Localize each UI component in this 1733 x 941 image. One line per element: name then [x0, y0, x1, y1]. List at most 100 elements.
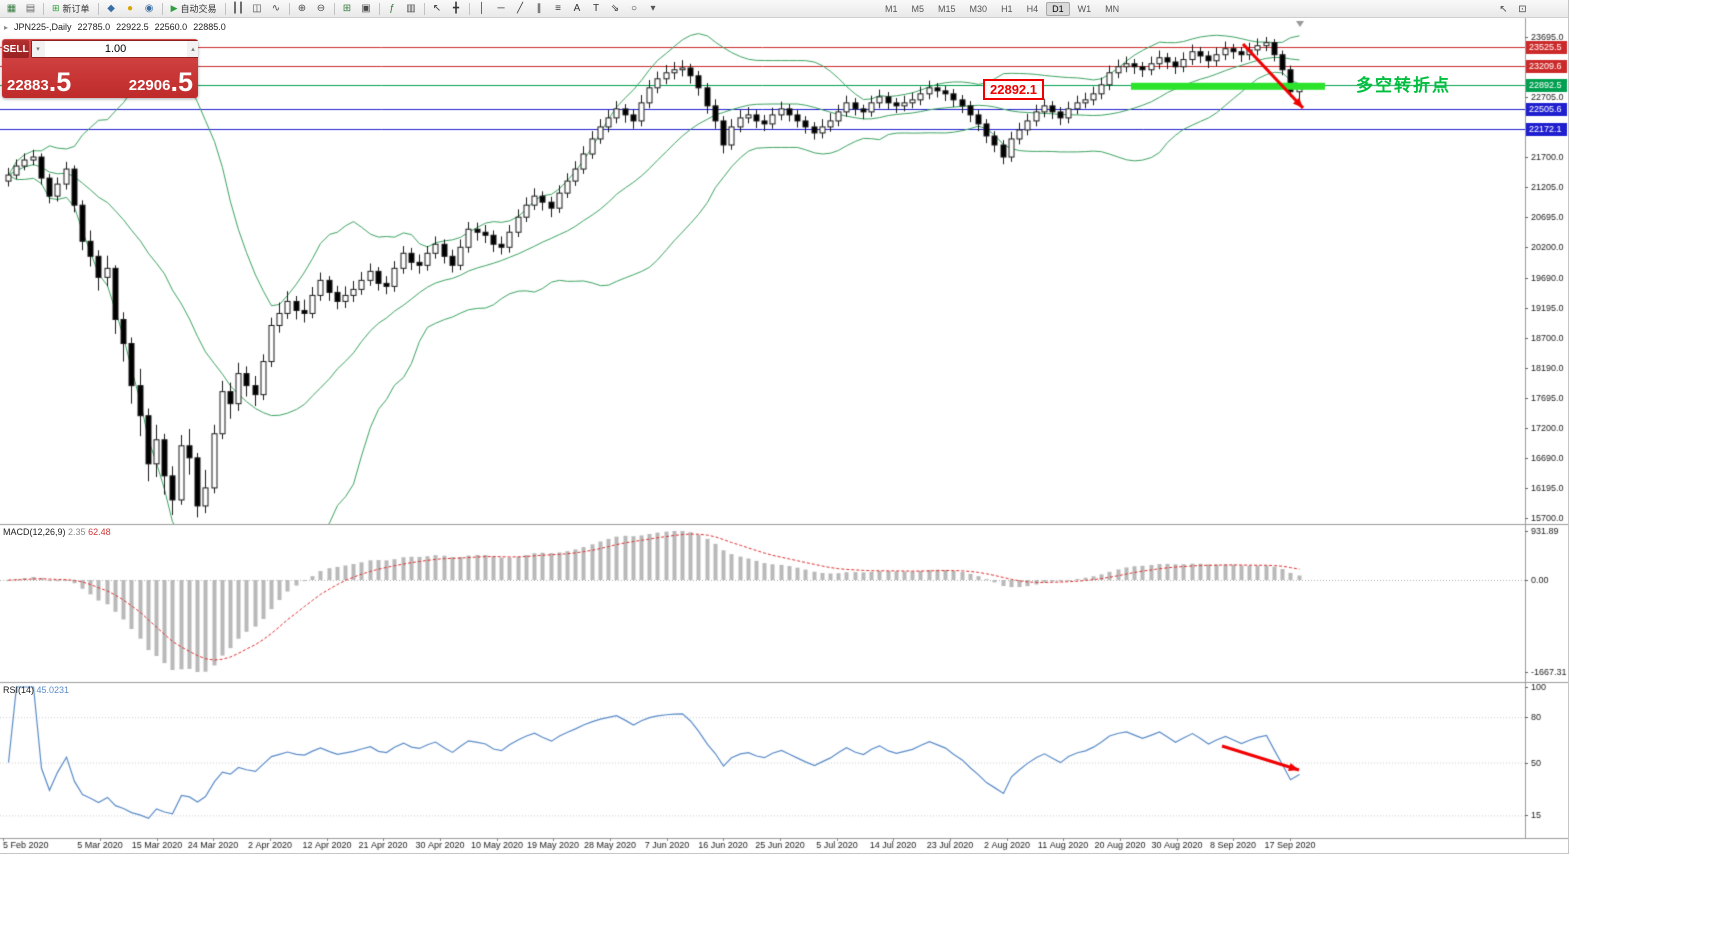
arrows-tool-icon[interactable]: ⇘	[606, 1, 625, 16]
timeframe-h1-button[interactable]: H1	[1001, 4, 1013, 14]
ohlc-high: 22922.5	[116, 22, 149, 32]
volume-increase-button[interactable]: ▴	[186, 41, 198, 57]
channel-icon-glyph: ∥	[536, 3, 542, 14]
timeframe-m5-button[interactable]: M5	[911, 4, 925, 14]
autotrading-button[interactable]: ▶ 自动交易	[166, 1, 222, 16]
indicators-icon[interactable]: ƒ	[383, 1, 402, 16]
channel-icon[interactable]: ∥	[530, 1, 549, 16]
chart-title-bar: ▸ JPN225-,Daily 22785.0 22922.5 22560.0 …	[4, 22, 226, 32]
timeframe-m1-button[interactable]: M1	[885, 4, 898, 14]
trade-controls-row: SELL ▾ ▴ BUY	[2, 39, 198, 59]
price-callout-annotation: 22892.1	[983, 79, 1044, 100]
cursor-icon[interactable]: ↖	[428, 1, 447, 16]
coins-icon-glyph: ●	[127, 3, 134, 14]
macd-name: MACD(12,26,9)	[3, 527, 66, 537]
toolbar-separator	[378, 2, 380, 15]
coins-icon[interactable]: ●	[121, 1, 140, 16]
rsi-name: RSI(14)	[3, 685, 35, 695]
cursor-select-icon[interactable]: ↖	[1499, 3, 1508, 15]
ask-price-frac: .5	[170, 67, 193, 97]
timeframe-m15-button[interactable]: M15	[938, 4, 956, 14]
line-chart-icon[interactable]: ∿	[267, 1, 286, 16]
macd-value-signal: 62.48	[88, 527, 111, 537]
macd-value-main: 2.35	[68, 527, 86, 537]
zoom-out-icon[interactable]: ⊖	[312, 1, 331, 16]
detach-chart-icon[interactable]: ⊡	[1518, 3, 1527, 15]
period-settings-icon[interactable]: ▥	[402, 1, 421, 16]
toolbar-separator	[224, 2, 226, 15]
bar-chart-icon-glyph: ┃┃	[231, 3, 245, 14]
dropdown-caret-icon[interactable]: ▾	[644, 1, 663, 16]
sell-button[interactable]: SELL	[3, 40, 29, 58]
timeframe-h4-button[interactable]: H4	[1026, 4, 1039, 14]
chart-profiles-icon-glyph: ▤	[25, 3, 36, 14]
toolbar-right-groups: ↖ ⊡	[1494, 1, 1532, 17]
terminal-window: ▦ ▤ ⊞ 新订单 ◆ ● ◉ ▶ 自动交易 ┃┃ ◫ ∿ ⊕ ⊖ ⊞ ▣ ƒ ▥ ↖ ╋ │ ─ ╱ ∥ ≡ A T ⇘ ○ ▾ M1 M…	[0, 0, 1569, 854]
dropdown-caret-icon-glyph: ▾	[650, 3, 656, 14]
community-icon[interactable]: ◉	[140, 1, 159, 16]
chart-canvas[interactable]	[0, 0, 1568, 853]
bid-price: 22883.5	[2, 59, 100, 96]
autotrading-button-label: 自动交易	[180, 4, 217, 14]
rsi-value: 45.0231	[36, 685, 70, 695]
toolbar-separator	[468, 2, 470, 15]
market-watch-icon-glyph: ◆	[107, 3, 115, 14]
crosshair-icon[interactable]: ╋	[447, 1, 466, 16]
indicators-icon-glyph: ƒ	[389, 3, 395, 14]
macd-label: MACD(12,26,9) 2.35 62.48	[3, 527, 111, 537]
toolbar-separator	[423, 2, 425, 15]
period-settings-icon-glyph: ▥	[406, 3, 416, 14]
fibonacci-icon[interactable]: ≡	[549, 1, 568, 16]
one-click-expander-icon[interactable]: ▸	[4, 22, 9, 32]
candlestick-icon-glyph: ◫	[252, 3, 262, 14]
volume-decrease-button[interactable]: ▾	[31, 41, 45, 57]
tile-windows-icon-glyph: ⊞	[342, 3, 352, 14]
zoom-out-icon-glyph: ⊖	[316, 3, 326, 14]
new-chart-icon[interactable]: ▦	[2, 1, 21, 16]
tile-windows-icon[interactable]: ⊞	[338, 1, 357, 16]
timeframe-w1-button[interactable]: W1	[1077, 4, 1092, 14]
zoom-in-icon[interactable]: ⊕	[293, 1, 312, 16]
toolbar-separator	[333, 2, 335, 15]
volume-input[interactable]	[44, 41, 187, 57]
timeframe-toolbar: M1 M5 M15 M30 H1 H4 D1 W1 MN	[878, 1, 1126, 17]
line-chart-icon-glyph: ∿	[271, 3, 281, 14]
rsi-label: RSI(14) 45.0231	[3, 685, 69, 695]
turning-point-annotation: 多空转折点	[1356, 76, 1451, 95]
one-click-trading-panel: SELL ▾ ▴ BUY 22883.5 22906.5	[2, 39, 198, 98]
cursor-icon-glyph: ↖	[432, 3, 442, 14]
text-icon[interactable]: A	[568, 1, 587, 16]
shapes-tool-icon[interactable]: ○	[625, 1, 644, 16]
toolbar-separator	[288, 2, 290, 15]
bid-ask-display: 22883.5 22906.5	[2, 59, 198, 96]
new-order-glyph: ⊞	[52, 3, 60, 13]
volume-control: ▾ ▴	[30, 40, 198, 58]
trendline-icon-glyph: ╱	[516, 3, 524, 14]
cascade-windows-icon-glyph: ▣	[361, 3, 371, 14]
chart-profiles-icon[interactable]: ▤	[21, 1, 40, 16]
ask-price: 22906.5	[100, 59, 198, 96]
bid-price-frac: .5	[48, 67, 72, 97]
trendline-icon[interactable]: ╱	[511, 1, 530, 16]
timeframe-m30-button[interactable]: M30	[969, 4, 988, 14]
market-watch-icon[interactable]: ◆	[102, 1, 121, 16]
new-chart-icon-glyph: ▦	[6, 3, 17, 14]
label-icon-glyph: T	[592, 3, 600, 14]
cascade-windows-icon[interactable]: ▣	[357, 1, 376, 16]
candlestick-icon[interactable]: ◫	[248, 1, 267, 16]
shapes-tool-icon-glyph: ○	[630, 3, 638, 14]
horizontal-line-icon[interactable]: ─	[492, 1, 511, 16]
new-order-button-label: 新订单	[62, 4, 90, 14]
crosshair-icon-glyph: ╋	[452, 3, 460, 14]
timeframe-d1-button[interactable]: D1	[1046, 2, 1070, 16]
arrows-tool-icon-glyph: ⇘	[610, 3, 620, 14]
vertical-line-icon[interactable]: │	[473, 1, 492, 16]
fibonacci-icon-glyph: ≡	[555, 3, 561, 14]
label-icon[interactable]: T	[587, 1, 606, 16]
bar-chart-icon[interactable]: ┃┃	[229, 1, 248, 16]
new-order-button[interactable]: ⊞ 新订单	[47, 1, 95, 16]
timeframe-mn-button[interactable]: MN	[1105, 4, 1120, 14]
autotrading-glyph: ▶	[170, 3, 178, 13]
toolbar-separator	[161, 2, 163, 15]
vertical-line-icon-glyph: │	[478, 3, 486, 14]
